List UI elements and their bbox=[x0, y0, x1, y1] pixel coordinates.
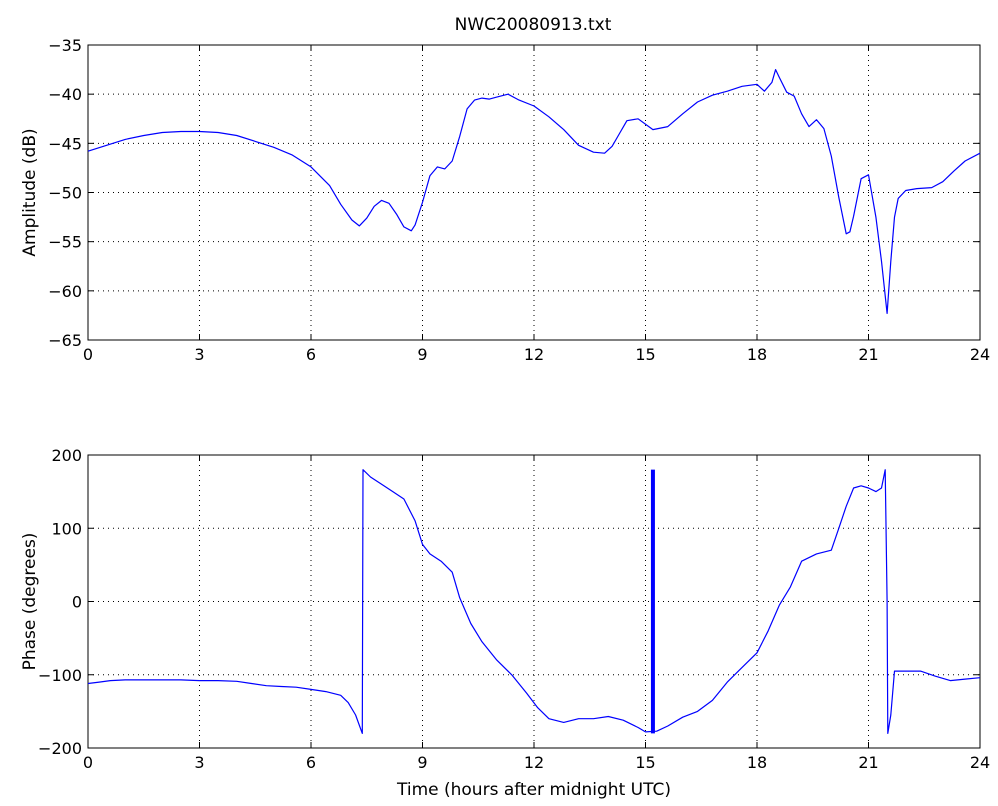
x-tick-label: 0 bbox=[83, 753, 93, 772]
x-tick-label: 3 bbox=[194, 753, 204, 772]
y-tick-label: 200 bbox=[51, 446, 82, 465]
x-tick-label: 9 bbox=[417, 345, 427, 364]
amplitude-line bbox=[87, 69, 981, 314]
x-tick-label: 6 bbox=[306, 753, 316, 772]
x-tick-label: 24 bbox=[970, 345, 990, 364]
x-tick-label: 3 bbox=[194, 345, 204, 364]
x-tick-label: 6 bbox=[306, 345, 316, 364]
phase-line bbox=[87, 469, 981, 734]
y-axis-label: Phase (degrees) bbox=[20, 533, 40, 671]
axes-box bbox=[87, 454, 981, 749]
y-tick-label: 100 bbox=[51, 519, 82, 538]
y-tick-label: −40 bbox=[48, 85, 82, 104]
phase-panel: 0 3 6 9 12 15 18 21 24 200 100 0 −100 −200 Phase (degr… bbox=[20, 446, 990, 800]
y-tick-label: −200 bbox=[38, 739, 82, 758]
axes-box bbox=[87, 44, 981, 341]
y-tick-label: 0 bbox=[72, 593, 82, 612]
x-tick-label: 0 bbox=[83, 345, 93, 364]
y-tick-label: −60 bbox=[48, 282, 82, 301]
x-tick-label: 12 bbox=[524, 345, 544, 364]
x-tick-label: 21 bbox=[858, 345, 878, 364]
x-tick-label: 21 bbox=[858, 753, 878, 772]
x-tick-label: 18 bbox=[747, 345, 767, 364]
x-tick-label: 15 bbox=[635, 345, 655, 364]
amplitude-panel: 0 3 6 9 12 15 18 21 24 −35 −40 −45 −50 −55 −60 −65 Ampli… bbox=[20, 36, 990, 364]
x-tick-label: 18 bbox=[747, 753, 767, 772]
x-tick-label: 15 bbox=[635, 753, 655, 772]
y-tick-label: −45 bbox=[48, 134, 82, 153]
y-tick-label: −55 bbox=[48, 233, 82, 252]
x-axis-label: Time (hours after midnight UTC) bbox=[396, 780, 671, 800]
x-tick-label: 9 bbox=[417, 753, 427, 772]
figure-title: NWC20080913.txt bbox=[455, 15, 612, 35]
x-tick-label: 12 bbox=[524, 753, 544, 772]
y-tick-label: −50 bbox=[48, 184, 82, 203]
y-tick-label: −100 bbox=[38, 666, 82, 685]
y-tick-label: −65 bbox=[48, 331, 82, 350]
y-axis-label: Amplitude (dB) bbox=[20, 128, 40, 256]
x-tick-label: 24 bbox=[970, 753, 990, 772]
y-tick-label: −35 bbox=[48, 36, 82, 55]
